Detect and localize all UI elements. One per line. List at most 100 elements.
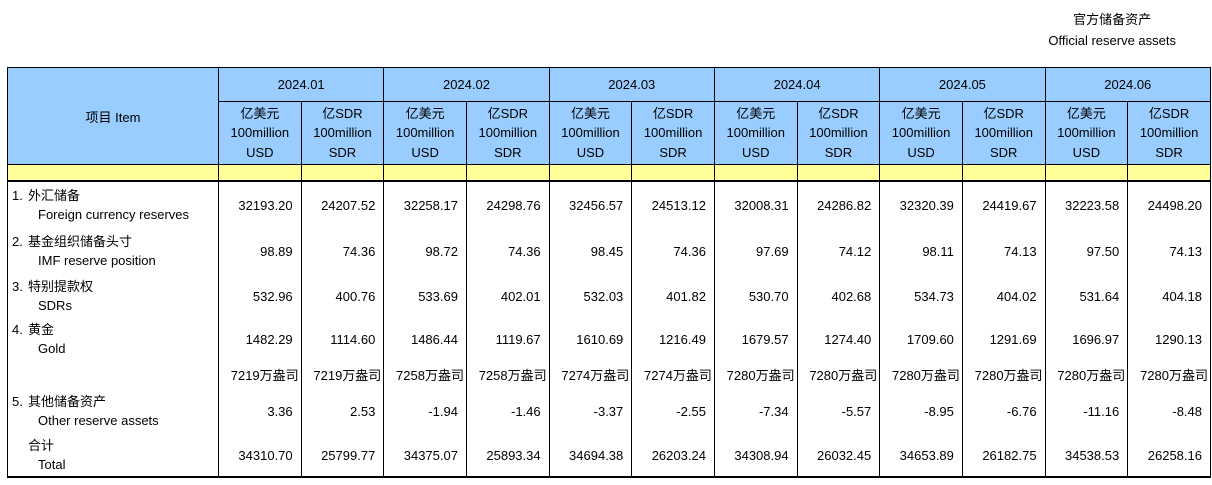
- unit-sdr-cell: 亿SDR 100million SDR: [961, 101, 1046, 165]
- value-cell: 1679.57: [713, 319, 798, 359]
- yellow-band-cell: [879, 164, 963, 182]
- unit-usd-cell: 亿美元 100million USD: [548, 101, 633, 165]
- row-number: 2.: [12, 234, 23, 249]
- value-cell: 74.36: [300, 229, 385, 274]
- value-cell: 404.02: [961, 274, 1046, 319]
- value-cell: 534.73: [879, 274, 963, 319]
- row-name-english: Other reserve assets: [38, 413, 159, 429]
- table-row-1: 2. 基金组织储备头寸 IMF reserve position 98.89 74.36…: [7, 229, 1211, 274]
- table-row-gold-ounces: 7219万盎司 7219万盎司 7258万盎司 7258万盎司 7274万盎司 7274万…: [7, 359, 1211, 389]
- yellow-band-row: [7, 164, 1211, 182]
- unit-line: USD: [576, 144, 605, 160]
- month-header-cell: 2024.06: [1044, 67, 1212, 102]
- unit-sdr-cell: 亿SDR 100million SDR: [631, 101, 715, 165]
- value-cell: 74.36: [465, 229, 550, 274]
- reserve-assets-table: 项目 Item 2024.01 2024.02 2024.03 2024.04 2024.…: [7, 67, 1212, 478]
- gold-ounces-cell: 7219万盎司: [300, 359, 385, 389]
- row-label-line1: 4. 黄金: [12, 320, 218, 340]
- table-row-0: 1. 外汇储备 Foreign currency reserves 32193.20 2…: [7, 181, 1211, 229]
- value-cell: 2.53: [300, 389, 385, 434]
- gold-ounces-cell: 7280万盎司: [796, 359, 881, 389]
- row-name-chinese: 基金组织储备头寸: [28, 234, 133, 249]
- value-cell: -1.94: [383, 389, 467, 434]
- value-cell: 532.03: [548, 274, 633, 319]
- value-cell: 74.12: [796, 229, 881, 274]
- value-cell: 26032.45: [796, 434, 881, 478]
- value-cell: 25893.34: [465, 434, 550, 478]
- unit-line: 亿SDR: [983, 105, 1024, 121]
- value-cell: 400.76: [300, 274, 385, 319]
- yellow-band-cell: [7, 164, 219, 182]
- value-cell: 32258.17: [383, 181, 467, 229]
- value-cell: 1482.29: [218, 319, 302, 359]
- value-cell: 532.96: [218, 274, 302, 319]
- value-cell: 34653.89: [879, 434, 963, 478]
- value-cell: -8.95: [879, 389, 963, 434]
- value-cell: -8.48: [1127, 389, 1211, 434]
- page-title-english: Official reserve assets: [1048, 33, 1176, 49]
- item-header-cell: 项目 Item: [7, 67, 219, 165]
- yellow-band-cell: [383, 164, 467, 182]
- value-cell: -2.55: [631, 389, 715, 434]
- value-cell: -3.37: [548, 389, 633, 434]
- unit-line: 亿美元: [901, 105, 941, 121]
- value-cell: -6.76: [961, 389, 1046, 434]
- unit-line: 亿SDR: [818, 105, 859, 121]
- unit-line: 100million: [643, 125, 703, 141]
- row-name-chinese: 黄金: [28, 321, 55, 337]
- unit-line: 100million: [974, 125, 1033, 141]
- value-cell: 98.89: [218, 229, 302, 274]
- unit-line: 亿美元: [240, 105, 280, 121]
- month-header-cell: 2024.02: [383, 67, 550, 102]
- month-header-cell: 2024.01: [217, 67, 385, 102]
- row-name-english: IMF reserve position: [38, 253, 156, 269]
- unit-line: 亿SDR: [652, 105, 694, 121]
- value-cell: 1114.60: [300, 319, 385, 359]
- yellow-band-cell: [1044, 164, 1129, 182]
- row-label-cell: 2. 基金组织储备头寸 IMF reserve position: [7, 229, 219, 274]
- header-month-row: 项目 Item 2024.01 2024.02 2024.03 2024.04 2024.…: [7, 67, 1212, 165]
- unit-line: SDR: [824, 144, 853, 160]
- unit-line: USD: [246, 144, 274, 160]
- value-cell: 402.68: [796, 274, 881, 319]
- value-cell: 1291.69: [961, 319, 1046, 359]
- value-cell: -7.34: [713, 389, 798, 434]
- row-label-line1: 3. 特别提款权: [12, 277, 218, 297]
- value-cell: 1486.44: [383, 319, 467, 359]
- value-cell: 34310.70: [218, 434, 302, 478]
- value-cell: 530.70: [713, 274, 798, 319]
- gold-ounces-cell: 7280万盎司: [1044, 359, 1129, 389]
- row-name-english: SDRs: [38, 298, 72, 314]
- row-name-english: Total: [38, 456, 66, 472]
- row-label-line1: 1. 外汇储备: [12, 186, 218, 206]
- value-cell: 97.50: [1044, 229, 1129, 274]
- gold-ounces-cell: 7280万盎司: [1127, 359, 1211, 389]
- gold-ounces-cell: 7258万盎司: [383, 359, 467, 389]
- unit-line: 100million: [561, 125, 620, 141]
- value-cell: 24513.12: [631, 181, 715, 229]
- month-header-cell: 2024.04: [713, 67, 881, 102]
- value-cell: 74.13: [961, 229, 1046, 274]
- unit-sdr-cell: 亿SDR 100million SDR: [300, 101, 385, 165]
- row-name-chinese: 其他储备资产: [28, 394, 107, 409]
- unit-line: SDR: [328, 144, 357, 160]
- row-name-chinese: 合计: [28, 437, 55, 453]
- unit-line: 100million: [1139, 125, 1199, 141]
- row-number: 4.: [12, 321, 23, 337]
- unit-usd-cell: 亿美元 100million USD: [713, 101, 798, 165]
- value-cell: 26182.75: [961, 434, 1046, 478]
- value-cell: 98.72: [383, 229, 467, 274]
- value-cell: 401.82: [631, 274, 715, 319]
- row-label-line1: 2. 基金组织储备头寸: [12, 232, 218, 252]
- value-cell: 24207.52: [300, 181, 385, 229]
- value-cell: 34308.94: [713, 434, 798, 478]
- month-header-cell: 2024.05: [879, 67, 1046, 102]
- yellow-band-cell: [713, 164, 798, 182]
- value-cell: 24286.82: [796, 181, 881, 229]
- row-label-cell: [7, 359, 219, 389]
- value-cell: 34375.07: [383, 434, 467, 478]
- unit-line: USD: [411, 144, 439, 160]
- gold-ounces-cell: 7280万盎司: [879, 359, 963, 389]
- row-number: 1.: [12, 188, 23, 203]
- value-cell: -11.16: [1044, 389, 1129, 434]
